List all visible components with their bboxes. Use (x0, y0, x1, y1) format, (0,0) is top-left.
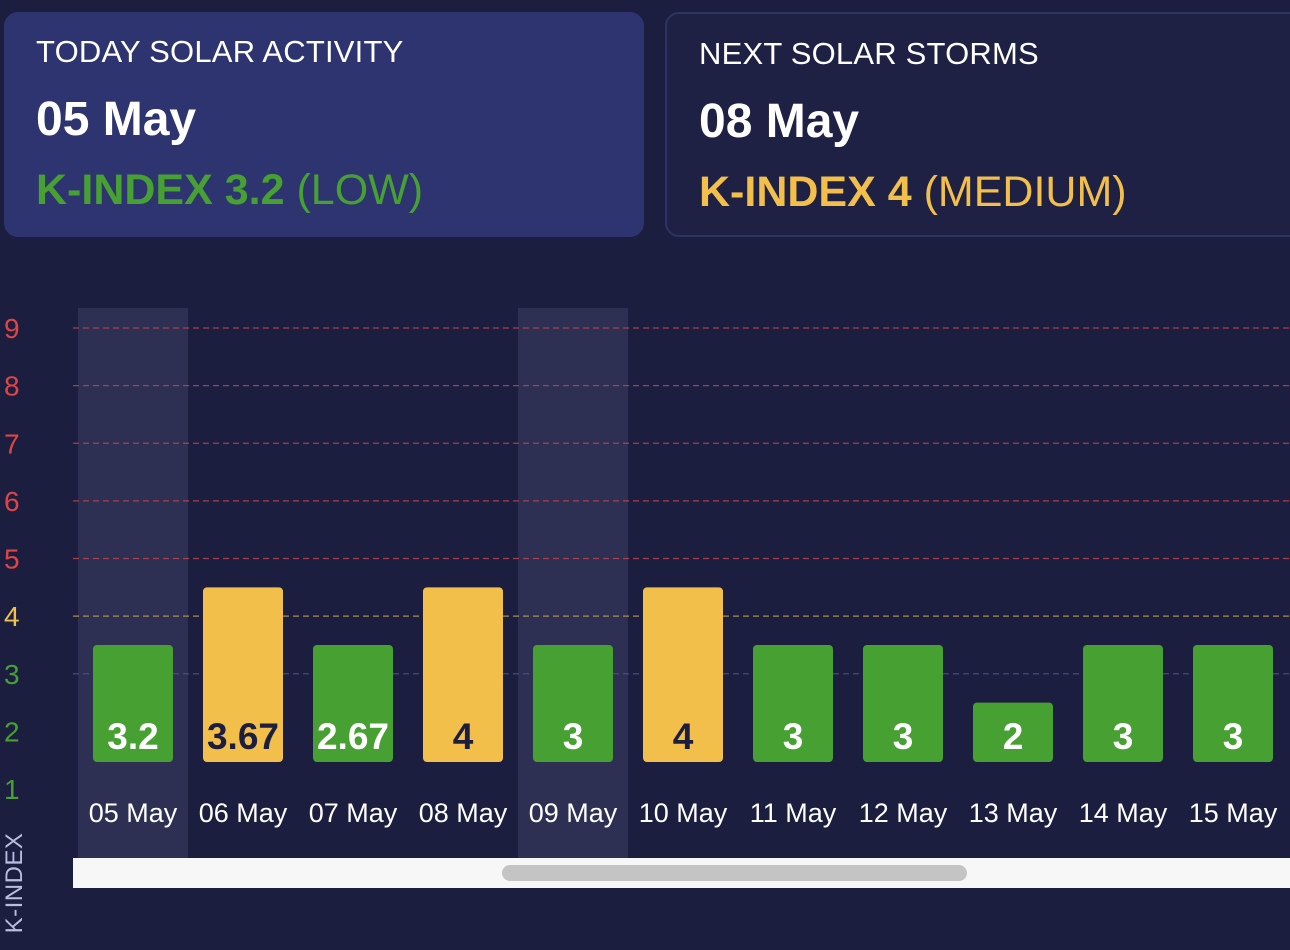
bar-value-label: 3 (783, 716, 804, 757)
bar-value-label: 3 (563, 716, 584, 757)
next-kindex-value: K-INDEX 4 (699, 168, 912, 216)
next-card-date: 08 May (699, 95, 860, 148)
today-kindex-value: K-INDEX 3.2 (36, 166, 285, 214)
y-tick-label: 1 (4, 774, 20, 805)
bar-value-label: 3.67 (207, 716, 279, 757)
x-tick-label: 10 May (639, 798, 728, 828)
x-tick-label: 12 May (859, 798, 948, 828)
scrollbar-thumb[interactable] (502, 865, 967, 881)
bar-value-label: 4 (453, 716, 474, 757)
y-tick-label: 5 (4, 544, 20, 575)
y-tick-label: 7 (4, 428, 20, 459)
bar-15-may (1193, 644, 1273, 762)
highlight-column-09-may (518, 308, 628, 858)
bar-07-may (313, 644, 393, 762)
highlight-column-05-may (78, 308, 188, 858)
y-tick-label: 4 (4, 601, 20, 632)
x-tick-label: 11 May (750, 798, 837, 828)
bar-05-may (93, 644, 173, 762)
y-axis-title-text: K-INDEX (1, 832, 28, 933)
x-tick-label: 09 May (529, 798, 618, 828)
bar-09-may (533, 644, 613, 762)
next-card-title: NEXT SOLAR STORMS (699, 36, 1039, 71)
y-tick-label: 8 (4, 371, 20, 402)
bar-08-may (423, 587, 503, 762)
bar-value-label: 2 (1003, 716, 1024, 757)
x-tick-label: 13 May (969, 798, 1058, 828)
bar-value-label: 3 (893, 716, 914, 757)
next-storms-card: NEXT SOLAR STORMS 08 May K-INDEX 4 (MEDI… (665, 12, 1290, 237)
today-card-title: TODAY SOLAR ACTIVITY (36, 34, 404, 69)
x-tick-label: 08 May (419, 798, 508, 828)
y-tick-label: 3 (4, 659, 20, 690)
x-tick-label: 06 May (199, 798, 288, 828)
bar-06-may (203, 587, 283, 762)
bar-11-may (753, 644, 833, 762)
bar-10-may (643, 587, 723, 762)
next-card-kindex: K-INDEX 4 (MEDIUM) (699, 166, 1281, 218)
next-kindex-level: (MEDIUM) (923, 168, 1127, 216)
bar-value-label: 4 (673, 716, 694, 757)
bar-value-label: 3.2 (107, 716, 158, 757)
y-tick-label: 6 (4, 486, 20, 517)
today-card-kindex: K-INDEX 3.2 (LOW) (36, 164, 612, 216)
y-tick-label: 9 (4, 313, 20, 344)
today-kindex-level: (LOW) (296, 166, 424, 214)
bar-13-may (973, 702, 1053, 762)
today-card-date: 05 May (36, 93, 197, 146)
bar-value-label: 3 (1223, 716, 1244, 757)
today-activity-card: TODAY SOLAR ACTIVITY 05 May K-INDEX 3.2 … (4, 12, 644, 237)
chart-horizontal-scrollbar[interactable] (73, 858, 1290, 888)
bar-value-label: 3 (1113, 716, 1134, 757)
bar-14-may (1083, 644, 1163, 762)
bar-12-may (863, 644, 943, 762)
x-tick-label: 15 May (1189, 798, 1278, 828)
bar-value-label: 2.67 (317, 716, 389, 757)
x-tick-label: 05 May (89, 798, 178, 828)
y-tick-label: 2 (4, 716, 20, 747)
x-tick-label: 14 May (1079, 798, 1168, 828)
x-tick-label: 07 May (309, 798, 398, 828)
y-axis-title: K-INDEX (1, 830, 28, 935)
